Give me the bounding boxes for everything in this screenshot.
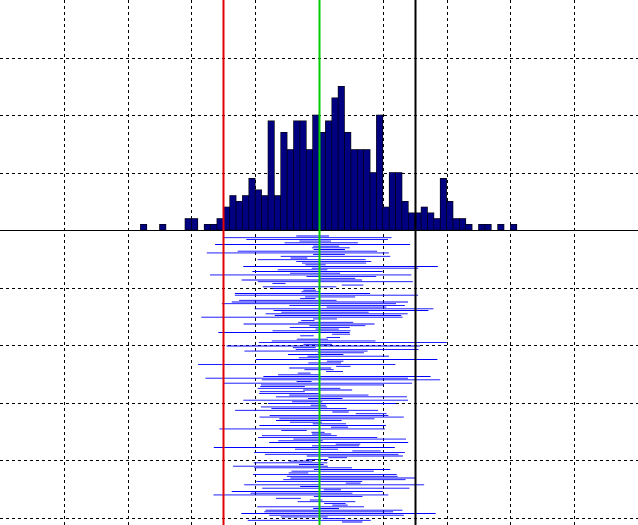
interval-lines bbox=[198, 235, 447, 523]
histogram-bar bbox=[305, 149, 313, 231]
histogram-bar bbox=[210, 224, 218, 231]
histogram-bar bbox=[261, 195, 269, 231]
histogram-bar bbox=[376, 114, 384, 231]
histogram-bar bbox=[420, 206, 428, 231]
histogram-bar bbox=[401, 201, 409, 231]
histogram-bar bbox=[216, 218, 224, 231]
histogram-bar bbox=[369, 172, 377, 231]
histogram-bar bbox=[382, 206, 390, 231]
histogram-bar bbox=[439, 178, 447, 231]
histogram-bar bbox=[140, 224, 148, 231]
histogram-bar bbox=[433, 218, 441, 231]
histogram-bar bbox=[273, 195, 281, 231]
histogram-bar bbox=[312, 114, 320, 231]
histogram-bar bbox=[229, 195, 237, 231]
histogram-bar bbox=[184, 218, 192, 231]
histogram-bar bbox=[280, 132, 288, 231]
histogram-bar bbox=[395, 172, 403, 231]
histogram-bar bbox=[363, 149, 371, 231]
histogram-bar bbox=[497, 224, 505, 231]
reference-lines bbox=[222, 0, 417, 525]
histogram-bar bbox=[356, 149, 364, 231]
histogram-bar bbox=[350, 149, 358, 231]
histogram-bar bbox=[159, 224, 167, 231]
histogram-bar bbox=[286, 149, 294, 231]
histogram-bar bbox=[242, 195, 250, 231]
histogram-bar bbox=[267, 120, 275, 231]
histogram-bar bbox=[459, 218, 467, 231]
histogram-bar bbox=[427, 212, 435, 231]
histogram-bar bbox=[337, 86, 345, 231]
histogram-bar bbox=[407, 212, 415, 231]
histogram-bar bbox=[325, 120, 333, 231]
histogram-bar bbox=[452, 218, 460, 231]
histogram-bar bbox=[484, 224, 492, 231]
histogram-bar bbox=[478, 224, 486, 231]
histogram-bar bbox=[299, 120, 307, 231]
histogram-bar bbox=[203, 224, 211, 231]
histogram-bar bbox=[235, 201, 243, 231]
histogram-bar bbox=[510, 224, 518, 231]
histogram-bar bbox=[344, 132, 352, 231]
histogram-bar bbox=[293, 120, 301, 231]
histogram-bar bbox=[465, 224, 473, 231]
histogram-bar bbox=[388, 172, 396, 231]
histogram-bar bbox=[331, 97, 339, 231]
histogram-bars bbox=[140, 86, 518, 231]
histogram-bar bbox=[254, 189, 262, 231]
histogram-bar bbox=[248, 178, 256, 231]
histogram-bar bbox=[191, 218, 199, 231]
histogram-bar bbox=[446, 201, 454, 231]
